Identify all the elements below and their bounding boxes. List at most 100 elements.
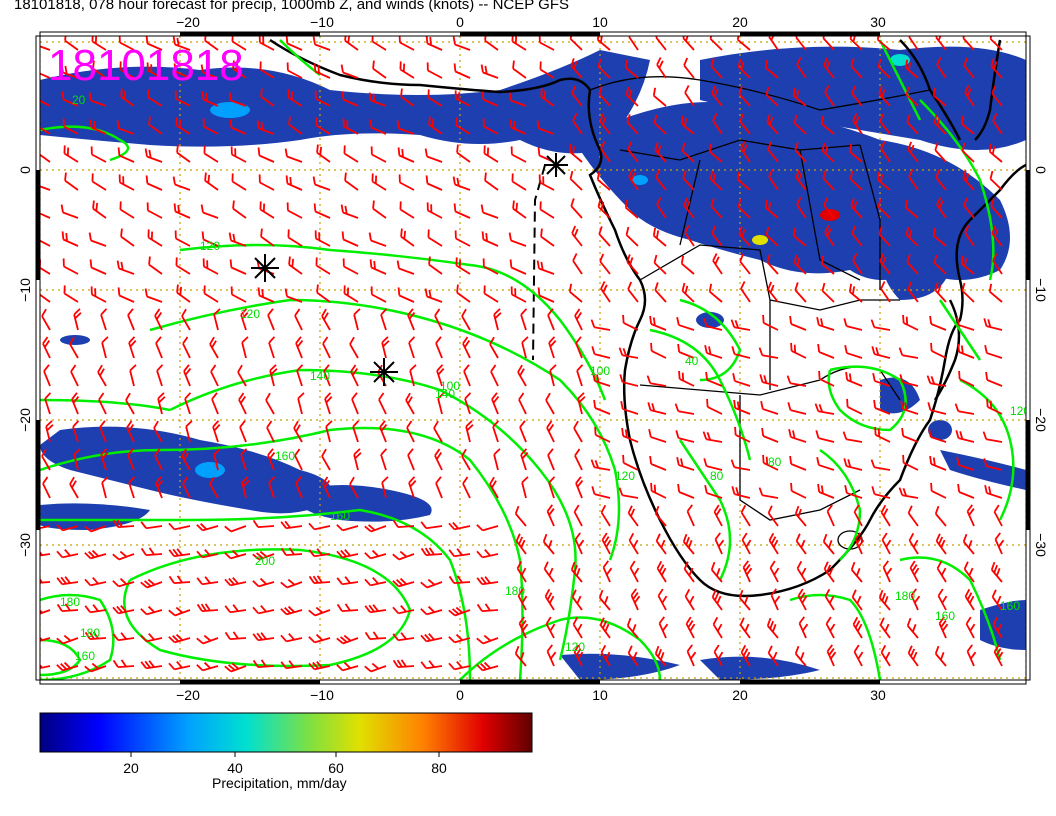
wind-barb xyxy=(766,617,779,639)
wind-barb xyxy=(392,632,415,642)
wind-barb xyxy=(956,316,975,331)
wind-barb xyxy=(350,364,359,387)
wind-barb xyxy=(646,375,667,387)
wind-barb xyxy=(204,172,219,191)
wind-barb xyxy=(381,476,389,499)
wind-barb xyxy=(682,533,695,555)
wind-barb xyxy=(768,532,779,555)
wind-barb xyxy=(786,375,807,387)
wind-barb xyxy=(40,210,51,219)
wind-barb xyxy=(966,644,977,667)
wind-barb xyxy=(516,560,527,583)
wind-barb xyxy=(252,632,275,642)
wind-barb xyxy=(880,504,891,527)
wind-barb xyxy=(168,661,191,671)
wind-barb xyxy=(908,169,919,191)
wind-barb xyxy=(649,455,667,471)
wind-barb xyxy=(794,645,807,667)
wind-barb xyxy=(710,58,723,79)
wind-barb xyxy=(97,364,107,387)
lon-tick-label: −10 xyxy=(310,687,334,703)
wind-barb xyxy=(955,430,975,443)
wind-barb xyxy=(683,57,695,79)
wind-barb xyxy=(203,285,219,303)
wind-barb xyxy=(624,199,639,219)
wind-barb xyxy=(224,631,247,641)
wind-barb xyxy=(201,231,219,247)
wind-barb xyxy=(481,91,499,107)
wind-barb xyxy=(879,253,891,275)
lon-tick-label: 10 xyxy=(592,14,608,30)
wind-barb xyxy=(984,344,1003,359)
wind-barb xyxy=(929,315,947,331)
wind-barb xyxy=(336,634,359,645)
wind-barb xyxy=(794,142,807,163)
wind-barb xyxy=(844,344,863,359)
tropical-storm-symbol xyxy=(251,254,279,282)
wind-barb xyxy=(56,634,79,645)
wind-barb xyxy=(101,336,109,359)
wind-barb xyxy=(322,336,331,359)
wind-barb xyxy=(993,644,1004,667)
wind-barb xyxy=(369,259,387,275)
wind-barb xyxy=(84,577,107,587)
wind-barb xyxy=(40,43,51,51)
wind-barb xyxy=(343,285,359,303)
wind-barb xyxy=(336,549,359,559)
wind-barb xyxy=(626,114,639,135)
wind-barb xyxy=(740,281,751,303)
wind-barb xyxy=(182,336,191,359)
wind-barb xyxy=(648,428,667,443)
wind-barb xyxy=(140,660,163,670)
contour-label: 80 xyxy=(710,469,724,483)
wind-barb xyxy=(686,644,697,667)
contour-label: 160 xyxy=(935,609,955,623)
wind-barb xyxy=(238,392,247,415)
wind-barb xyxy=(738,86,751,107)
wind-barb xyxy=(540,228,555,247)
wind-barb xyxy=(675,430,695,443)
wind-barb xyxy=(70,364,79,387)
wind-barb xyxy=(371,173,387,191)
wind-barb xyxy=(676,456,695,471)
wind-barb xyxy=(519,420,527,443)
wind-barb xyxy=(342,258,359,275)
wind-barb xyxy=(364,631,387,641)
wind-barb xyxy=(711,225,723,247)
wind-barb xyxy=(84,631,107,641)
wind-barb xyxy=(649,315,667,331)
wind-barb xyxy=(904,199,919,219)
wind-barb xyxy=(731,346,751,359)
wind-barb xyxy=(788,428,807,443)
wind-barb xyxy=(237,364,247,387)
wind-barb xyxy=(224,662,247,673)
wind-barb xyxy=(336,524,359,532)
contour-label: 140 xyxy=(310,369,330,383)
lat-tick-label: 0 xyxy=(17,166,33,174)
wind-barb xyxy=(280,578,303,589)
wind-barb xyxy=(815,430,835,443)
wind-barb xyxy=(825,616,836,639)
wind-barb xyxy=(476,661,499,672)
wind-barb xyxy=(962,36,975,51)
wind-barb xyxy=(905,86,919,107)
wind-barb xyxy=(231,36,247,51)
wind-barb xyxy=(703,458,723,471)
wind-barb xyxy=(790,482,807,499)
wind-barb xyxy=(453,63,471,79)
wind-barb xyxy=(321,308,331,331)
wind-barb xyxy=(514,645,527,667)
wind-barb xyxy=(710,198,723,219)
contour-label: 100 xyxy=(590,364,610,378)
wind-barb xyxy=(144,288,163,303)
wind-barb xyxy=(287,229,303,247)
wind-barb xyxy=(656,560,667,583)
tropical-storm-symbol xyxy=(544,153,568,177)
wind-barb xyxy=(658,616,669,639)
wind-barb xyxy=(872,372,891,387)
wind-barb xyxy=(40,575,51,585)
wind-barb xyxy=(280,605,303,616)
wind-barb xyxy=(549,364,557,387)
wind-barb xyxy=(90,286,107,303)
wind-barb xyxy=(202,258,219,275)
